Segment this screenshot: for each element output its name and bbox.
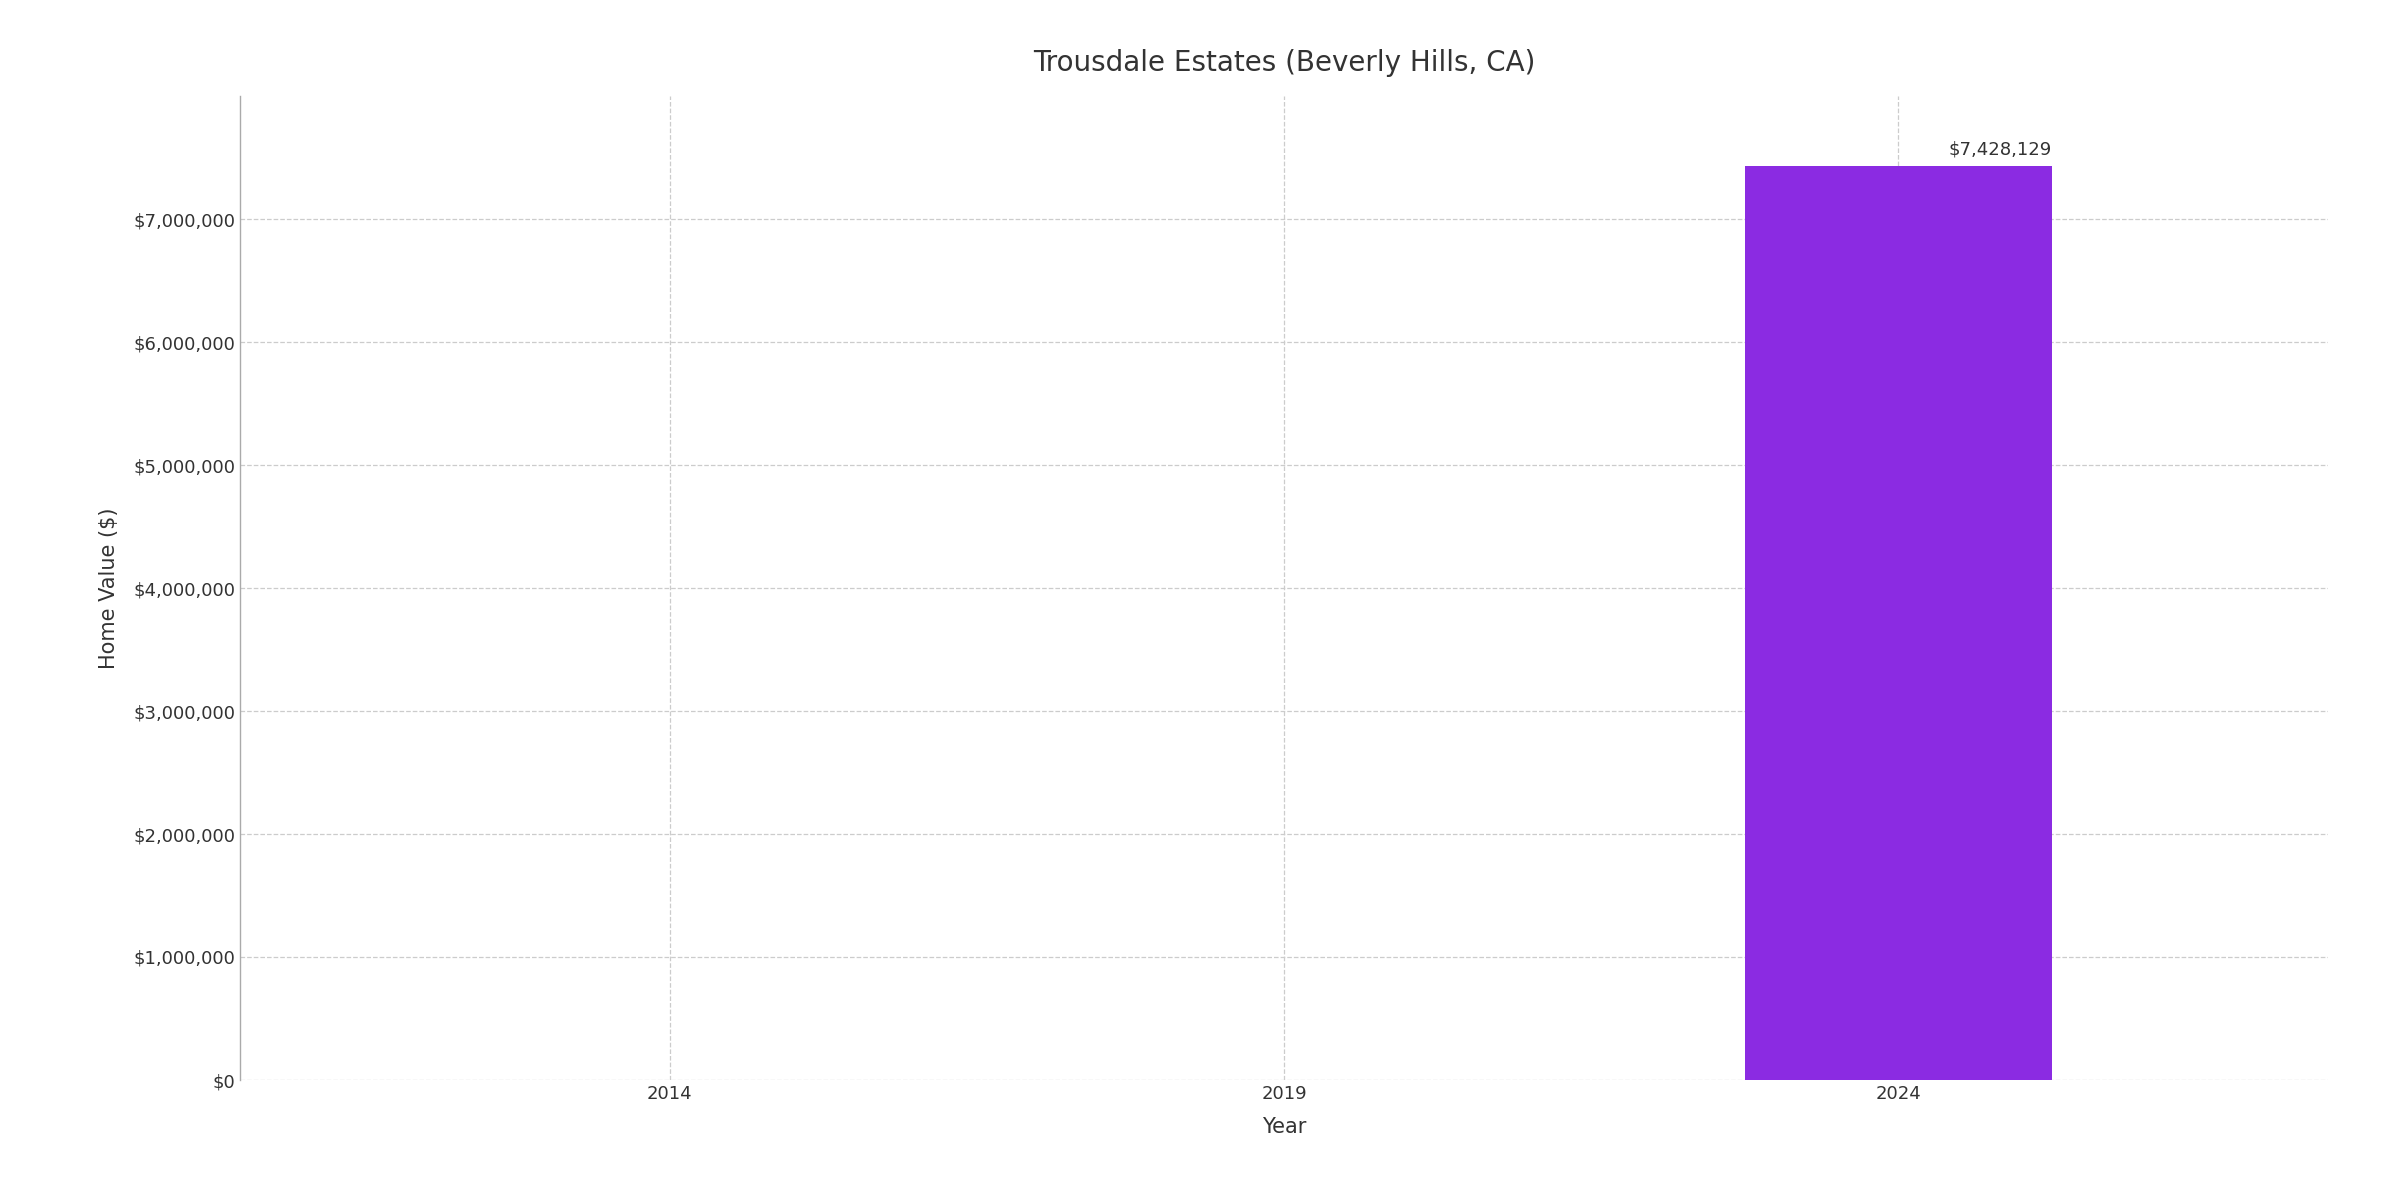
Bar [1745, 167, 2052, 1080]
X-axis label: Year: Year [1262, 1117, 1306, 1136]
Text: $7,428,129: $7,428,129 [1949, 140, 2052, 158]
Y-axis label: Home Value ($): Home Value ($) [98, 508, 120, 668]
Title: Trousdale Estates (Beverly Hills, CA): Trousdale Estates (Beverly Hills, CA) [1032, 49, 1536, 77]
